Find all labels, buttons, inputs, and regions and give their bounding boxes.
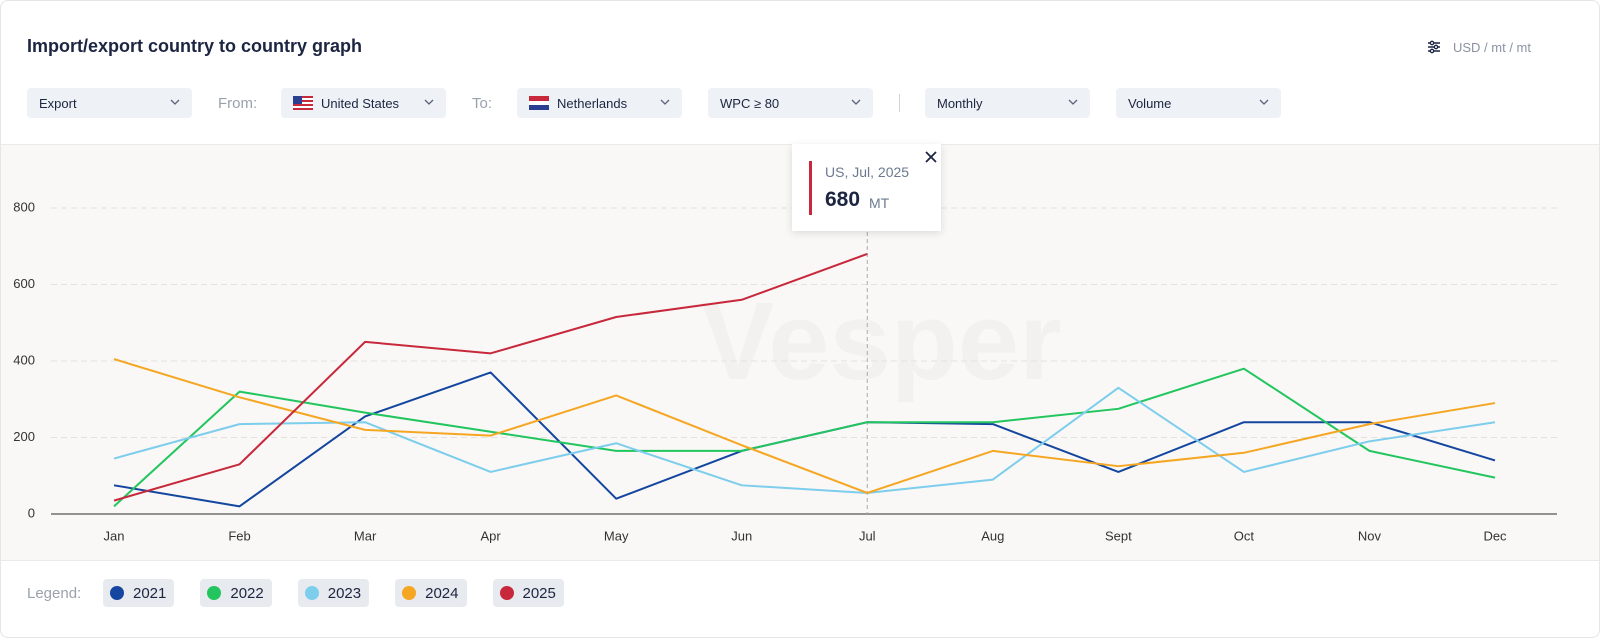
chart: Vesper 0 200 400 600 800 Jan Feb Mar Apr May Jun Ju… bbox=[13, 199, 1557, 543]
dropdown-text: Monthly bbox=[937, 95, 983, 111]
watermark: Vesper bbox=[701, 280, 1062, 403]
series-line bbox=[113, 386, 1496, 494]
x-tick-label: Jan bbox=[104, 528, 125, 543]
from-dropdown[interactable]: United States bbox=[281, 88, 446, 118]
dropdown-text: Netherlands bbox=[557, 95, 628, 111]
x-tick-label: Mar bbox=[354, 528, 377, 543]
y-tick-label: 800 bbox=[13, 199, 35, 214]
x-tick-label: Oct bbox=[1234, 528, 1255, 543]
direction-dropdown[interactable]: Export bbox=[27, 88, 192, 118]
dropdown-text: United States bbox=[321, 95, 400, 111]
legend-item[interactable]: 2025 bbox=[492, 579, 564, 607]
x-tick-label: Nov bbox=[1358, 528, 1382, 543]
x-tick-label: Jun bbox=[731, 528, 752, 543]
legend-item[interactable]: 2021 bbox=[103, 579, 175, 607]
chevron bbox=[1259, 99, 1269, 105]
legend: 2021 2022 2023 2024 2025 bbox=[103, 579, 564, 607]
divider bbox=[899, 94, 900, 112]
measure-dropdown[interactable]: Volume bbox=[1116, 88, 1281, 118]
chevron bbox=[424, 99, 434, 105]
legend-dot bbox=[304, 586, 319, 600]
x-tick-label: Apr bbox=[481, 528, 502, 543]
y-tick-label: 600 bbox=[13, 276, 35, 291]
dropdown-text: Volume bbox=[1128, 95, 1172, 111]
legend-text: 2023 bbox=[327, 584, 362, 602]
x-tick-label: Dec bbox=[1483, 528, 1507, 543]
legend-item[interactable]: 2024 bbox=[395, 579, 467, 607]
legend-dot bbox=[207, 586, 222, 600]
legend-dot bbox=[110, 586, 124, 600]
x-tick-label: Jul bbox=[859, 528, 876, 543]
legend-text: 2021 bbox=[133, 584, 167, 602]
title: Import/export country to country graph bbox=[27, 36, 363, 56]
to-label: To: bbox=[472, 95, 493, 112]
chevron bbox=[851, 99, 861, 105]
unit-setting[interactable]: USD / mt / mt bbox=[1453, 40, 1531, 55]
tooltip-close[interactable] bbox=[925, 151, 937, 163]
legend-item[interactable]: 2022 bbox=[200, 579, 272, 607]
chevron bbox=[1068, 99, 1078, 105]
legend-item[interactable]: 2023 bbox=[297, 579, 370, 607]
x-tick-label: Aug bbox=[981, 528, 1004, 543]
nl-flag bbox=[529, 96, 549, 110]
dropdown-text: WPC ≥ 80 bbox=[720, 95, 780, 111]
from-label: From: bbox=[218, 95, 258, 112]
y-tick-label: 200 bbox=[13, 429, 35, 444]
y-tick-label: 0 bbox=[28, 505, 35, 520]
x-tick-label: Sept bbox=[1105, 528, 1132, 543]
tooltip-title: US, Jul, 2025 bbox=[825, 164, 910, 180]
grade-dropdown[interactable]: WPC ≥ 80 bbox=[708, 88, 873, 118]
legend-dot bbox=[402, 586, 417, 600]
legend-text: 2022 bbox=[230, 584, 264, 602]
y-tick-label: 400 bbox=[13, 352, 35, 367]
settings-icon[interactable] bbox=[1427, 40, 1441, 54]
tooltip-unit: MT bbox=[869, 195, 890, 211]
legend-text: 2024 bbox=[425, 584, 459, 602]
legend-text: 2025 bbox=[522, 584, 556, 602]
legend-dot bbox=[499, 586, 514, 600]
dropdown-text: Export bbox=[39, 95, 77, 111]
series-line bbox=[113, 358, 1496, 494]
legend-label: Legend: bbox=[27, 585, 82, 602]
series-line bbox=[113, 367, 1496, 508]
chevron bbox=[170, 99, 180, 105]
x-tick-label: Feb bbox=[228, 528, 250, 543]
to-dropdown[interactable]: Netherlands bbox=[517, 88, 682, 118]
x-tick-label: May bbox=[604, 528, 629, 543]
period-dropdown[interactable]: Monthly bbox=[925, 88, 1090, 118]
chevron bbox=[660, 99, 670, 105]
tooltip-color-bar bbox=[809, 161, 812, 215]
series-line bbox=[113, 252, 868, 502]
tooltip: US, Jul, 2025 680 MT bbox=[792, 144, 941, 231]
tooltip-value: 680 bbox=[825, 188, 861, 211]
us-flag bbox=[293, 96, 313, 110]
